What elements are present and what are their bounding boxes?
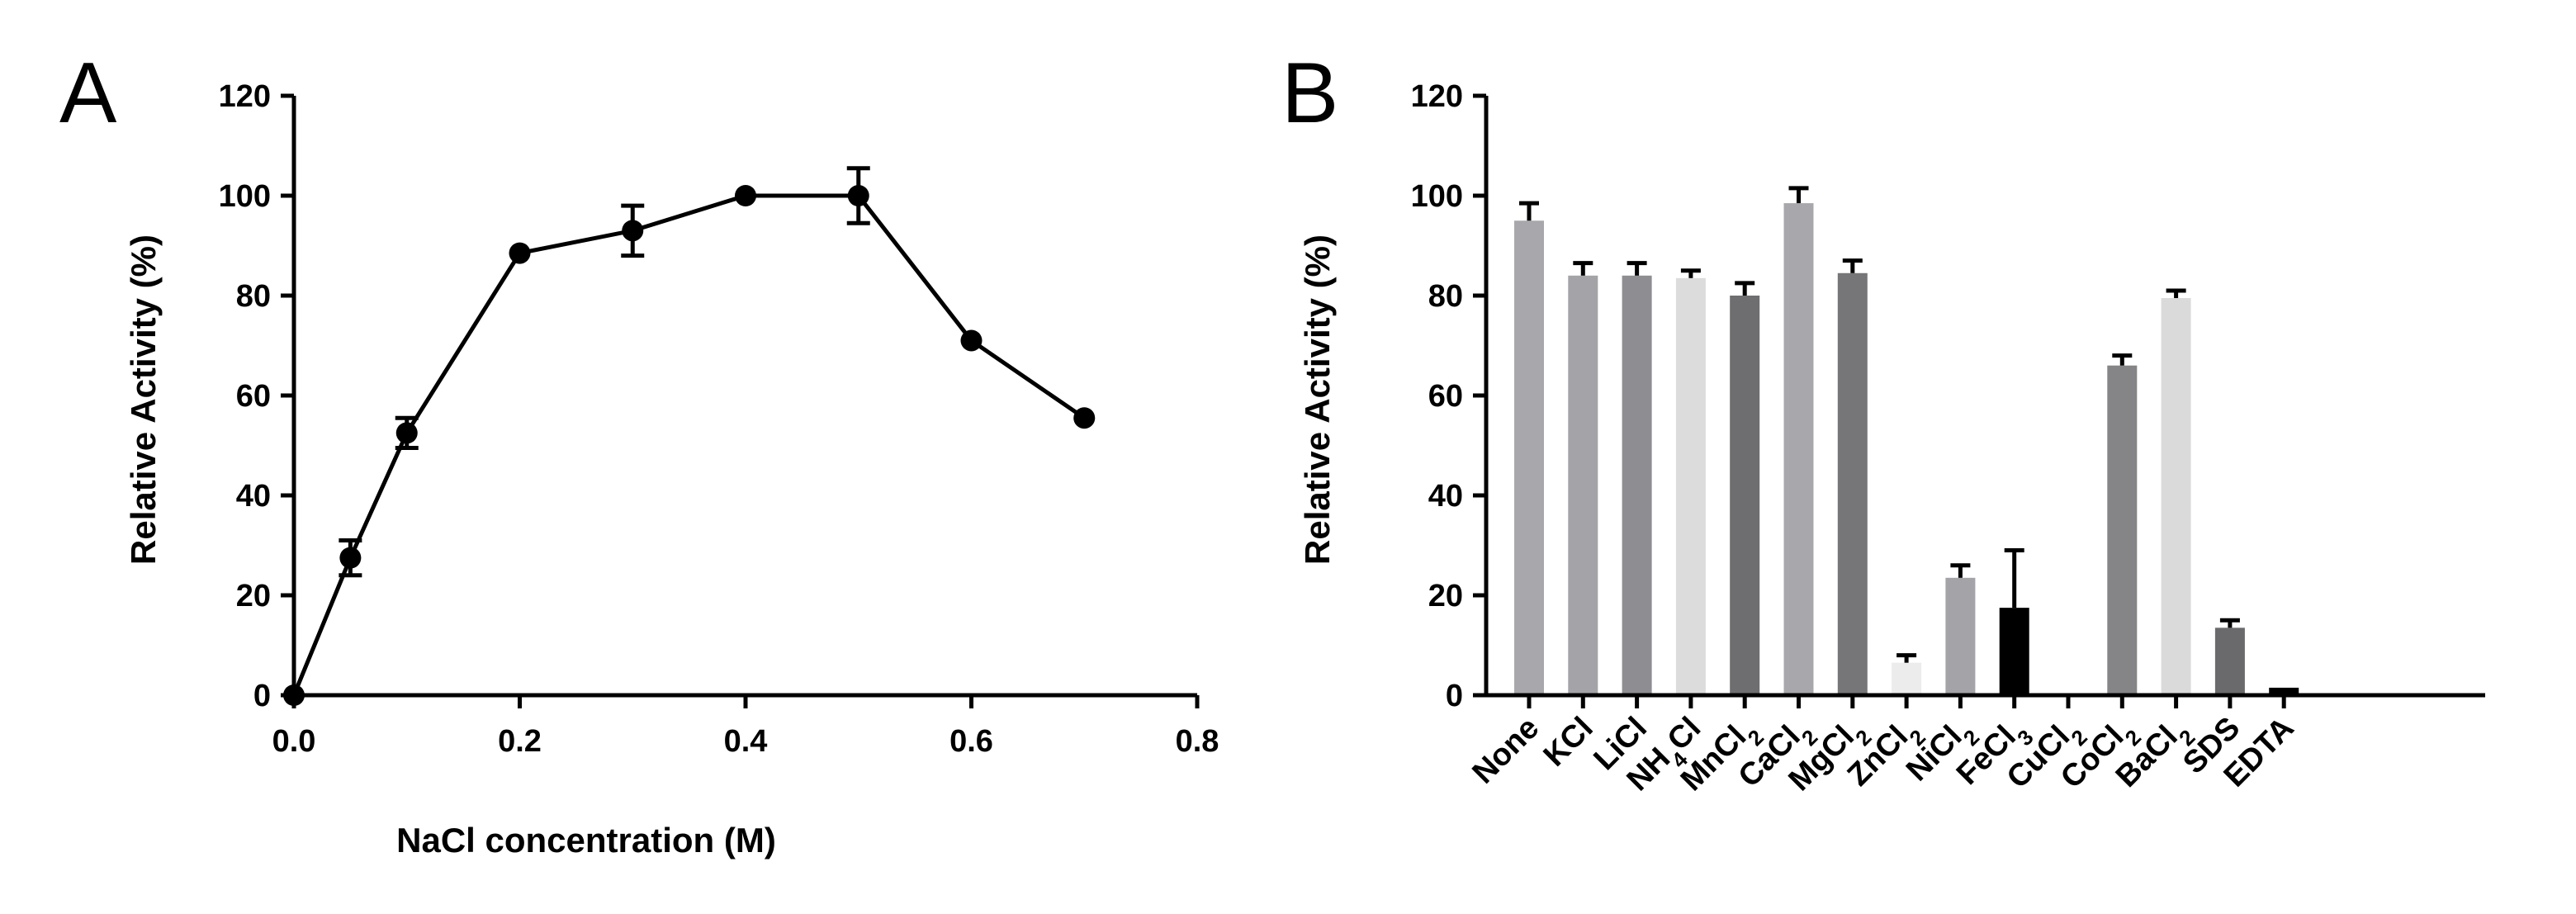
panel-b-bar	[1730, 296, 1760, 695]
panel-a-y-tick-label: 80	[236, 279, 271, 314]
panel-b-category-label: KCl	[1537, 711, 1600, 774]
panel-b-category-label: None	[1466, 711, 1546, 791]
panel-b-category-labels: NoneKClLiClNH4ClMnCl2CaCl2MgCl2ZnCl2NiCl…	[1466, 711, 2300, 798]
panel-a-x-tick-label: 0.8	[1176, 724, 1219, 759]
panel-a-series	[283, 166, 1096, 706]
panel-a-y-tick-label: 40	[236, 479, 271, 514]
panel-a-data-point	[283, 684, 305, 706]
panel-a-line-chart: A 0.0 0.2 0.4 0.6 0.8 0 20 40 60 80 100 120 NaCl co…	[59, 45, 1219, 860]
panel-a-data-point	[847, 185, 869, 206]
panel-a-y-tick-label: 100	[219, 179, 271, 214]
panel-b-y-tick-label: 60	[1428, 379, 1463, 414]
panel-a-x-tick-label: 0.6	[949, 724, 993, 759]
panel-b-bar	[1837, 272, 1868, 695]
panel-a-axes	[281, 93, 1200, 708]
panel-a-y-axis-title: Relative Activity (%)	[124, 234, 163, 565]
panel-b-bar	[1514, 220, 1544, 695]
panel-a-data-point	[960, 329, 983, 352]
panel-a-ticks: 0.0 0.2 0.4 0.6 0.8 0 20 40 60 80 100 120	[219, 79, 1219, 759]
panel-a-data-point	[622, 220, 644, 242]
panel-a-data-point	[509, 242, 531, 264]
panel-b-bar	[2269, 687, 2299, 695]
panel-b-bar	[1622, 275, 1652, 695]
panel-a-y-tick-label: 0	[253, 679, 271, 713]
panel-b-bar-chart: B 0 20 40 60 80 100 120 NoneKClLiClNH4ClMnCl2C…	[1281, 45, 2485, 798]
panel-b-bar	[1945, 577, 1976, 695]
panel-b-bar	[2107, 365, 2138, 695]
panel-b-ticks: 0 20 40 60 80 100 120	[1411, 79, 1463, 713]
panel-b-bar	[2214, 627, 2245, 695]
panel-a-data-point	[735, 185, 756, 206]
panel-b-letter: B	[1281, 45, 1338, 141]
panel-a-y-tick-label: 120	[219, 79, 271, 114]
panel-a-data-point	[1073, 407, 1096, 429]
panel-a-letter: A	[59, 45, 117, 141]
panel-b-bar	[1675, 277, 1706, 695]
panel-b-bar	[1892, 662, 1922, 695]
panel-b-y-tick-label: 100	[1411, 179, 1463, 214]
panel-a-data-point	[395, 422, 418, 444]
panel-b-y-tick-label: 20	[1428, 579, 1463, 613]
panel-a-y-tick-label: 20	[236, 579, 271, 613]
panel-b-y-tick-label: 120	[1411, 79, 1463, 114]
panel-b-bar	[1783, 203, 1814, 695]
panel-b-bars	[1514, 186, 2299, 695]
panel-b-y-tick-label: 40	[1428, 479, 1463, 514]
panel-b-bar	[1568, 275, 1598, 695]
panel-b-y-axis-title: Relative Activity (%)	[1298, 234, 1337, 565]
panel-a-x-axis-title: NaCl concentration (M)	[396, 821, 776, 860]
panel-b-bar	[2161, 298, 2191, 695]
panel-b-y-tick-label: 0	[1446, 679, 1463, 713]
panel-a-x-tick-label: 0.2	[498, 724, 542, 759]
panel-a-y-tick-label: 60	[236, 379, 271, 414]
panel-b-axes	[1473, 93, 2485, 708]
panel-a-series-line	[291, 193, 1086, 696]
panel-b-bar	[1999, 608, 2029, 695]
panel-a-data-point	[339, 547, 362, 569]
panel-b-y-tick-label: 80	[1428, 279, 1463, 314]
panel-a-x-tick-label: 0.0	[272, 724, 316, 759]
panel-a-x-tick-label: 0.4	[724, 724, 768, 759]
